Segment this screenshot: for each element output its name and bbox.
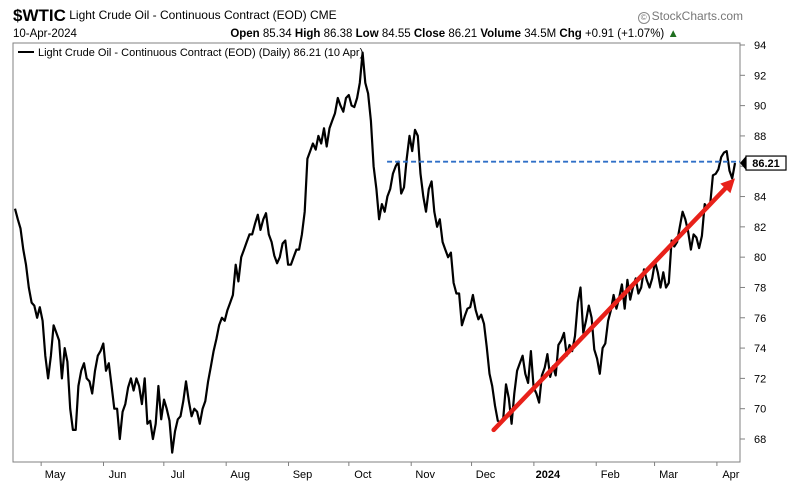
- plot-frame: [12, 42, 741, 463]
- x-tick-label: Apr: [722, 469, 739, 481]
- y-tick-label: 72: [754, 373, 766, 385]
- exchange-label: CME: [310, 8, 337, 22]
- quote-date: 10-Apr-2024: [13, 28, 77, 40]
- y-tick-label: 92: [754, 70, 766, 82]
- instrument-name: Light Crude Oil - Continuous Contract (E…: [69, 8, 307, 22]
- y-tick-label: 68: [754, 434, 766, 446]
- brand-watermark[interactable]: © StockCharts.com: [637, 9, 743, 24]
- price-line-series[interactable]: [13, 51, 737, 454]
- volume-label: Volume: [480, 28, 522, 40]
- high-label: High: [294, 28, 321, 40]
- x-tick-label: Mar: [659, 469, 678, 481]
- x-tick-label: Oct: [354, 469, 371, 481]
- y-tick-label: 74: [754, 343, 766, 355]
- close-value: 86.21: [448, 28, 478, 40]
- x-tick-label: Feb: [601, 469, 620, 481]
- low-label: Low: [355, 28, 379, 40]
- open-label: Open: [230, 28, 260, 40]
- x-tick-label: 2024: [536, 469, 561, 481]
- y-tick-label: 94: [754, 40, 766, 52]
- y-tick-label: 88: [754, 131, 766, 143]
- low-value: 84.55: [381, 28, 411, 40]
- chg-value: +0.91 (+1.07%): [584, 28, 665, 40]
- last-value-pointer: [740, 156, 746, 171]
- last-value-box: [745, 155, 787, 171]
- chg-label: Chg: [559, 28, 582, 40]
- trend-arrow-line: [491, 186, 728, 433]
- x-tick-label: Aug: [230, 469, 250, 481]
- close-label: Close: [413, 28, 446, 40]
- y-tick-label: 84: [754, 192, 766, 204]
- y-tick-label: 82: [754, 222, 766, 234]
- x-tick-label: Jul: [171, 469, 185, 481]
- last-value-label: 86.21: [752, 158, 780, 170]
- open-value: 85.34: [262, 28, 292, 40]
- high-value: 86.38: [323, 28, 353, 40]
- trend-arrowhead: [720, 178, 735, 194]
- y-tick-label: 90: [754, 101, 766, 113]
- x-tick-label: Jun: [109, 469, 127, 481]
- x-tick-label: Sep: [293, 469, 313, 481]
- copyright-icon: ©: [637, 12, 650, 24]
- x-tick-label: Nov: [415, 469, 435, 481]
- x-tick-label: Dec: [476, 469, 496, 481]
- legend-label: Light Crude Oil - Continuous Contract (E…: [38, 47, 363, 59]
- volume-value: 34.5M: [524, 28, 557, 40]
- y-tick-label: 80: [754, 252, 766, 264]
- y-tick-label: 76: [754, 313, 766, 325]
- x-tick-label: May: [45, 469, 66, 481]
- y-tick-label: 70: [754, 404, 766, 416]
- quote-row: 10-Apr-2024 Open 85.34 High 86.38 Low 84…: [13, 28, 679, 40]
- chart-title-row: $WTIC Light Crude Oil - Continuous Contr…: [13, 6, 337, 25]
- up-triangle-icon: ▲: [667, 28, 679, 40]
- brand-name: StockCharts.com: [651, 9, 743, 23]
- ticker-symbol: $WTIC: [13, 6, 66, 25]
- y-tick-label: 78: [754, 282, 766, 294]
